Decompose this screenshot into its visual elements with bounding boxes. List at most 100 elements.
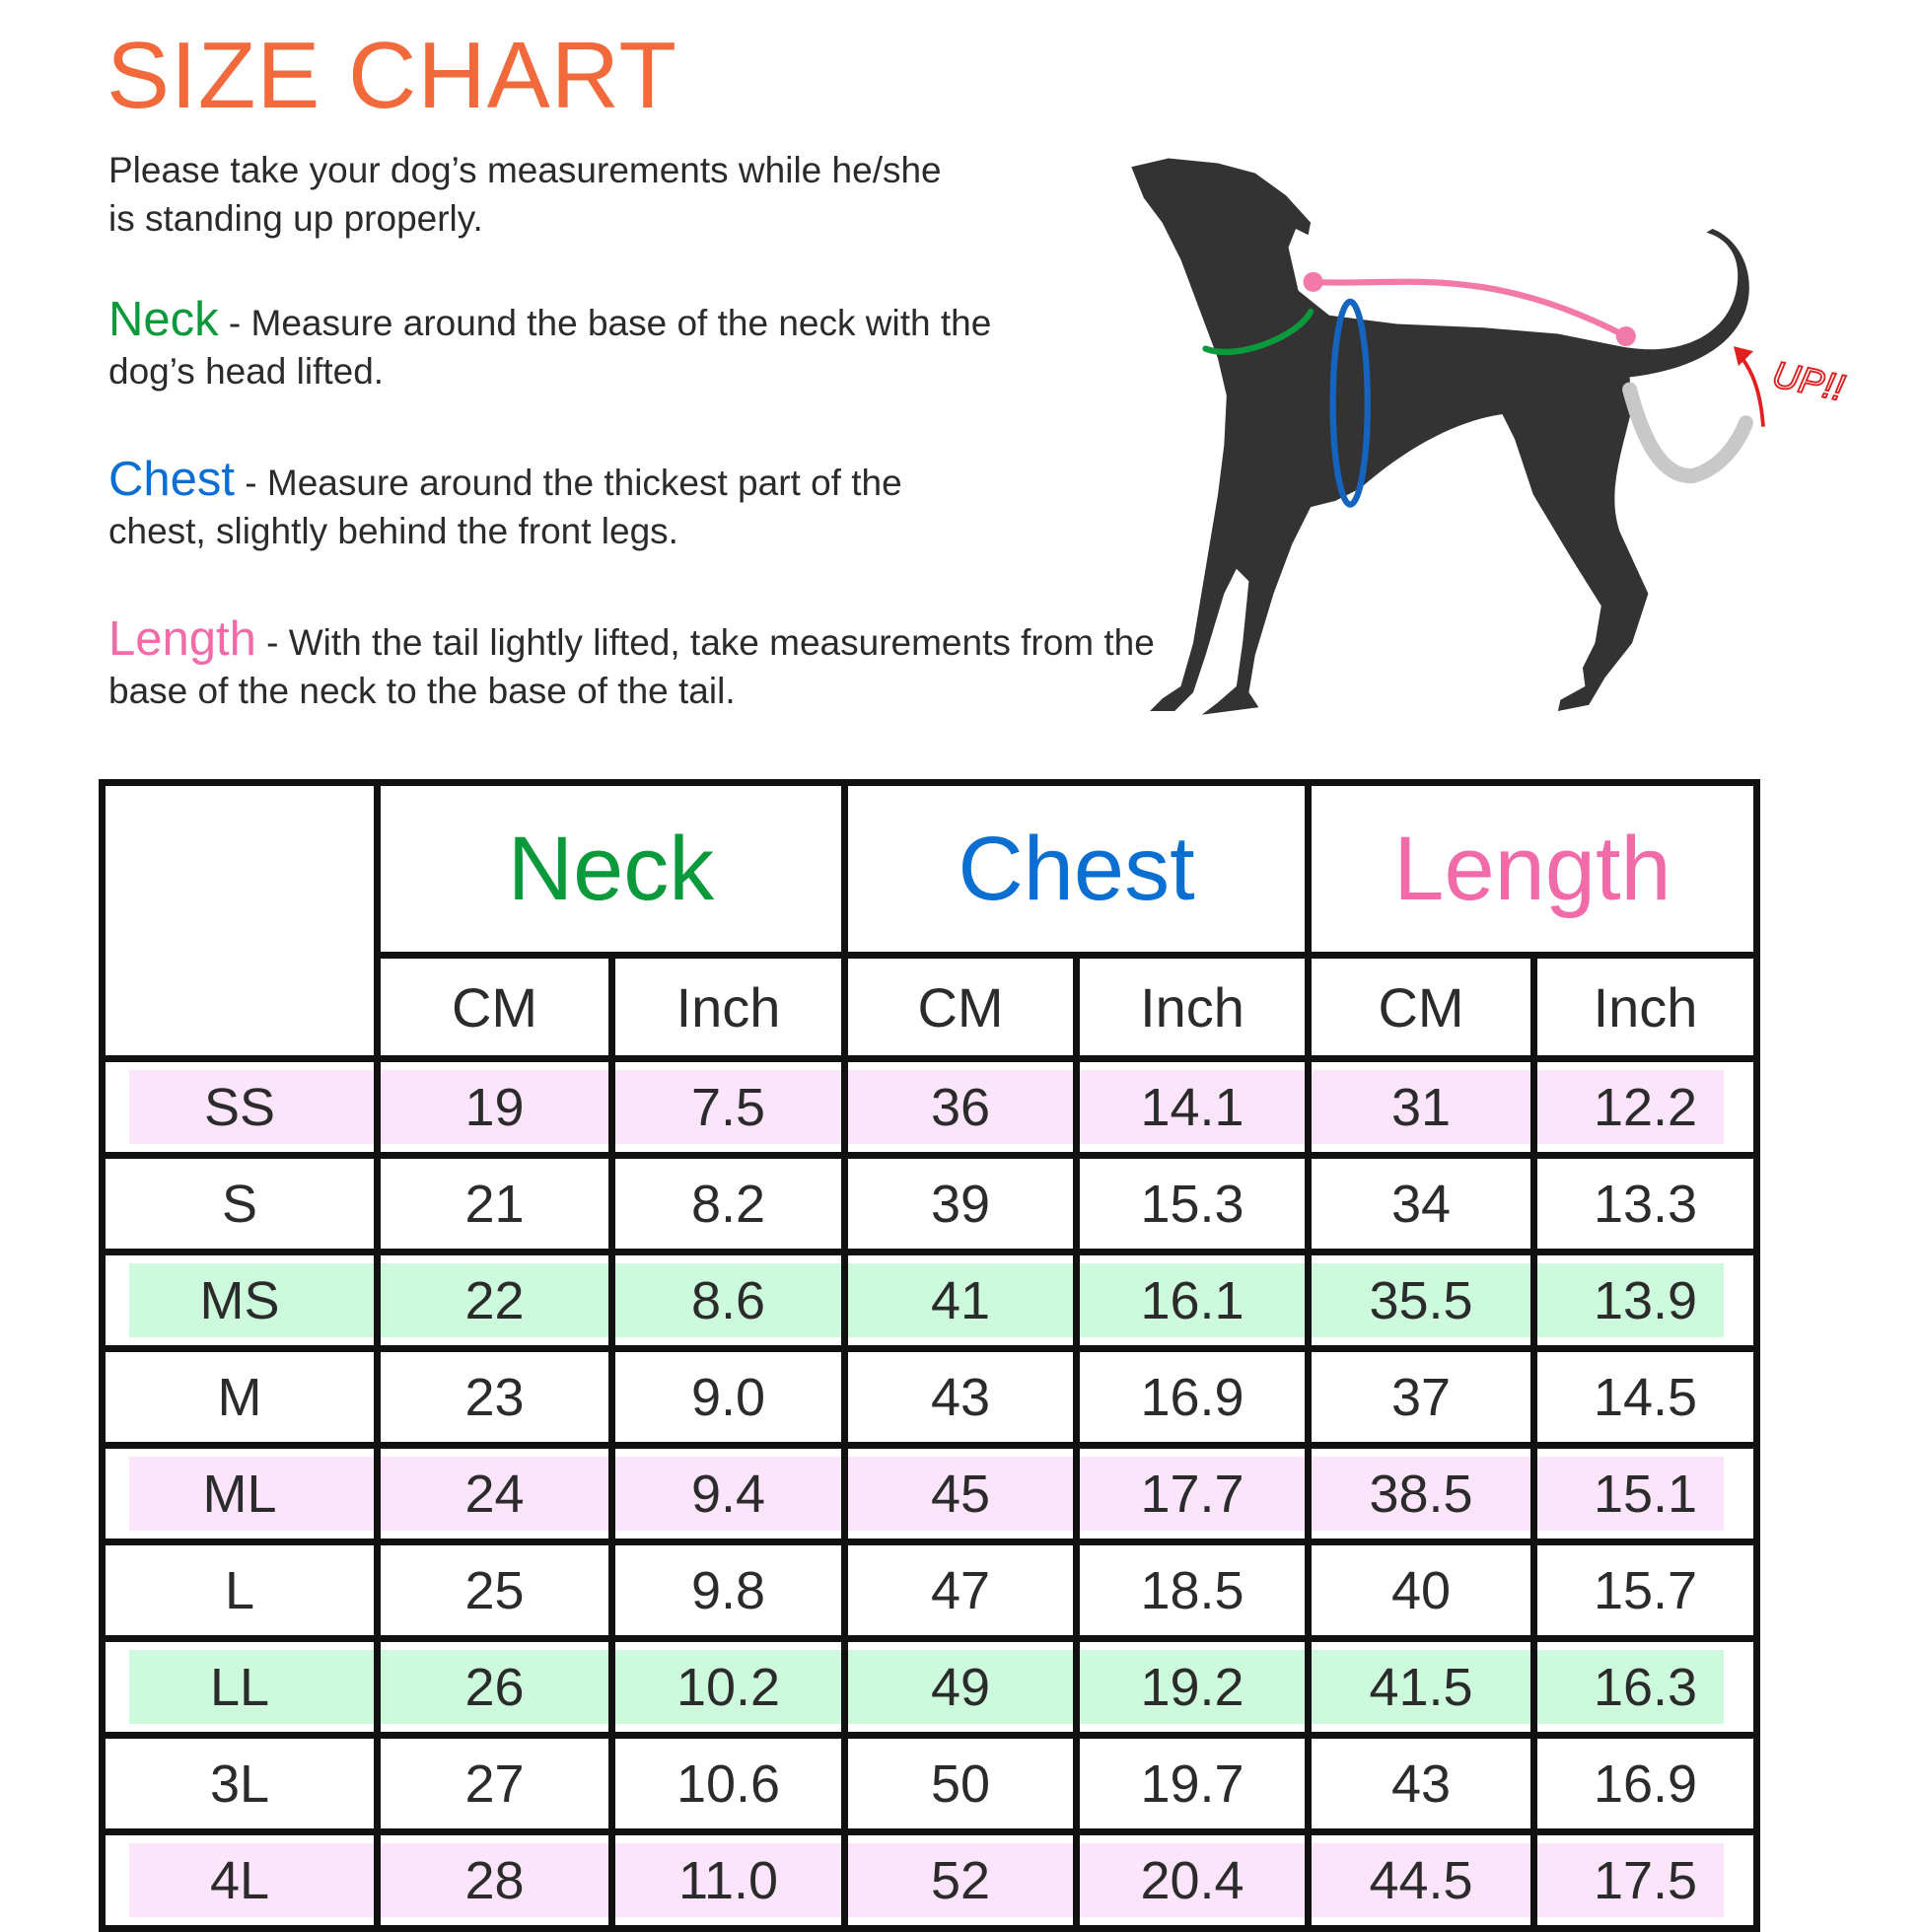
neck-inch-cell-value: 7.5 bbox=[690, 1077, 766, 1137]
neck-cm-cell-value: 24 bbox=[464, 1464, 525, 1524]
neck-inch-cell-value: 10.2 bbox=[675, 1657, 781, 1717]
length-start-dot bbox=[1303, 271, 1323, 292]
length-inch-cell-value: 15.1 bbox=[1593, 1464, 1698, 1524]
neck-cm-cell-value: 22 bbox=[464, 1270, 525, 1330]
size-cell-value: MS bbox=[199, 1270, 280, 1330]
table-row: ML 24 9.4 45 17.7 38.5 15.1 bbox=[99, 1442, 1760, 1545]
length-cm-cell: 31 bbox=[1305, 1055, 1535, 1159]
length-cm-cell: 43 bbox=[1305, 1732, 1535, 1835]
row-highlight bbox=[848, 1650, 1073, 1724]
length-cm-cell-value: 37 bbox=[1390, 1367, 1452, 1427]
row-highlight bbox=[129, 1650, 374, 1724]
neck-inch-cell: 11.0 bbox=[608, 1828, 848, 1932]
length-inch-cell: 17.5 bbox=[1530, 1828, 1760, 1932]
chest-cm-cell: 36 bbox=[841, 1055, 1078, 1159]
neck-cm-cell-value: 27 bbox=[464, 1753, 525, 1814]
neck-cm-cell: 23 bbox=[374, 1345, 613, 1449]
chest-inch-cell-value: 16.9 bbox=[1140, 1367, 1244, 1427]
table-row: L 25 9.8 47 18.5 40 15.7 bbox=[99, 1538, 1760, 1642]
table-row: 3L 27 10.6 50 19.7 43 16.9 bbox=[99, 1732, 1760, 1835]
length-description: - With the tail lightly lifted, take mea… bbox=[108, 622, 1155, 711]
chest-cm-cell-value: 47 bbox=[930, 1560, 991, 1620]
size-cell: L bbox=[99, 1538, 381, 1642]
table-row: 4L 28 11.0 52 20.4 44.5 17.5 bbox=[99, 1828, 1760, 1932]
size-cell: S bbox=[99, 1152, 381, 1255]
length-inch-cell: 16.9 bbox=[1530, 1732, 1760, 1835]
chest-inch-cell-value: 14.1 bbox=[1140, 1077, 1244, 1137]
chest-inch-cell: 14.1 bbox=[1073, 1055, 1312, 1159]
row-highlight bbox=[848, 1070, 1073, 1144]
size-cell: MS bbox=[99, 1249, 381, 1352]
row-highlight bbox=[1080, 1650, 1305, 1724]
chest-cm-cell-value: 41 bbox=[930, 1270, 991, 1330]
chest-inch-header: Inch bbox=[1073, 952, 1312, 1062]
row-highlight bbox=[129, 1070, 374, 1144]
length-end-dot bbox=[1615, 326, 1636, 347]
length-cm-cell-value: 34 bbox=[1390, 1174, 1452, 1234]
chest-cm-cell: 39 bbox=[841, 1152, 1078, 1255]
size-cell-value: 4L bbox=[209, 1850, 270, 1910]
chest-inch-cell: 15.3 bbox=[1073, 1152, 1312, 1255]
length-cm-cell: 44.5 bbox=[1305, 1828, 1535, 1932]
table-row: LL 26 10.2 49 19.2 41.5 16.3 bbox=[99, 1635, 1760, 1739]
chest-cm-cell: 52 bbox=[841, 1828, 1078, 1932]
neck-inch-cell-value: 8.6 bbox=[690, 1270, 766, 1330]
neck-cm-cell: 24 bbox=[374, 1442, 613, 1545]
neck-inch-cell: 9.4 bbox=[608, 1442, 848, 1545]
length-inch-cell: 16.3 bbox=[1530, 1635, 1760, 1739]
lowered-tail-shadow bbox=[1622, 382, 1753, 484]
chest-header: Chest bbox=[841, 779, 1312, 959]
chest-cm-cell: 43 bbox=[841, 1345, 1078, 1449]
length-cm-cell: 41.5 bbox=[1305, 1635, 1535, 1739]
row-highlight bbox=[848, 1457, 1073, 1531]
neck-inch-cell: 8.6 bbox=[608, 1249, 848, 1352]
length-instruction: Length - With the tail lightly lifted, t… bbox=[108, 615, 1173, 715]
length-measure-line bbox=[1313, 278, 1628, 339]
chest-inch-cell: 16.9 bbox=[1073, 1345, 1312, 1449]
neck-inch-cell-value: 11.0 bbox=[677, 1850, 779, 1910]
row-highlight bbox=[615, 1457, 841, 1531]
length-inch-cell: 15.7 bbox=[1530, 1538, 1760, 1642]
chest-cm-cell-value: 36 bbox=[930, 1077, 991, 1137]
row-highlight bbox=[129, 1457, 374, 1531]
chest-description: - Measure around the thickest part of th… bbox=[108, 463, 902, 551]
size-cell: 4L bbox=[99, 1828, 381, 1932]
row-highlight bbox=[1537, 1263, 1724, 1337]
neck-header: Neck bbox=[374, 779, 848, 959]
size-cell-value: LL bbox=[209, 1657, 270, 1717]
length-inch-cell-value: 16.9 bbox=[1593, 1753, 1698, 1814]
size-cell-value: SS bbox=[203, 1077, 276, 1137]
length-cm-cell: 37 bbox=[1305, 1345, 1535, 1449]
chest-inch-cell: 19.7 bbox=[1073, 1732, 1312, 1835]
neck-cm-cell-value: 26 bbox=[464, 1657, 525, 1717]
neck-cm-cell-value: 19 bbox=[464, 1077, 525, 1137]
neck-inch-header: Inch bbox=[608, 952, 848, 1062]
length-cm-cell-value: 38.5 bbox=[1369, 1464, 1473, 1524]
row-highlight bbox=[129, 1843, 374, 1917]
up-arrow-head-icon bbox=[1733, 346, 1753, 367]
size-header-empty bbox=[99, 779, 381, 1062]
neck-cm-cell: 19 bbox=[374, 1055, 613, 1159]
length-cm-cell: 40 bbox=[1305, 1538, 1535, 1642]
length-inch-cell: 13.9 bbox=[1530, 1249, 1760, 1352]
chest-inch-cell: 17.7 bbox=[1073, 1442, 1312, 1545]
row-highlight bbox=[615, 1263, 841, 1337]
row-highlight bbox=[381, 1070, 608, 1144]
chest-cm-cell-value: 45 bbox=[930, 1464, 991, 1524]
size-cell: 3L bbox=[99, 1732, 381, 1835]
size-cell: M bbox=[99, 1345, 381, 1449]
size-cell: LL bbox=[99, 1635, 381, 1739]
row-highlight bbox=[1080, 1843, 1305, 1917]
row-highlight bbox=[848, 1843, 1073, 1917]
length-header: Length bbox=[1305, 779, 1760, 959]
chest-cm-cell-value: 50 bbox=[930, 1753, 991, 1814]
chest-inch-cell-value: 19.2 bbox=[1140, 1657, 1244, 1717]
neck-inch-cell-value: 9.8 bbox=[690, 1560, 766, 1620]
neck-cm-cell: 26 bbox=[374, 1635, 613, 1739]
row-highlight bbox=[1312, 1070, 1530, 1144]
length-inch-cell-value: 12.2 bbox=[1593, 1077, 1698, 1137]
neck-inch-cell-value: 9.4 bbox=[690, 1464, 766, 1524]
row-highlight bbox=[1080, 1457, 1305, 1531]
chest-cm-cell: 50 bbox=[841, 1732, 1078, 1835]
chest-inch-cell: 16.1 bbox=[1073, 1249, 1312, 1352]
